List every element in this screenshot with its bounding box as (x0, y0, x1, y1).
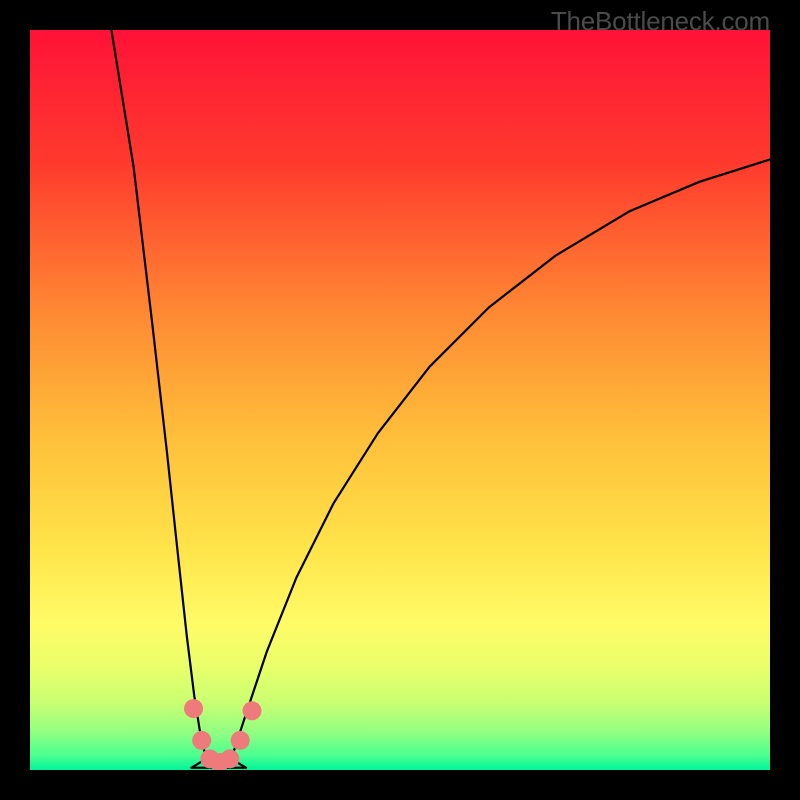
bottleneck-curve (111, 30, 770, 768)
bead-group (184, 699, 261, 770)
curve-layer (30, 30, 770, 770)
watermark-text: TheBottleneck.com (551, 6, 770, 37)
plot-area (30, 30, 770, 770)
bead (243, 701, 262, 720)
bead (192, 731, 211, 750)
canvas: TheBottleneck.com (0, 0, 800, 800)
bead (184, 699, 203, 718)
bead (220, 749, 239, 768)
bead (231, 731, 250, 750)
